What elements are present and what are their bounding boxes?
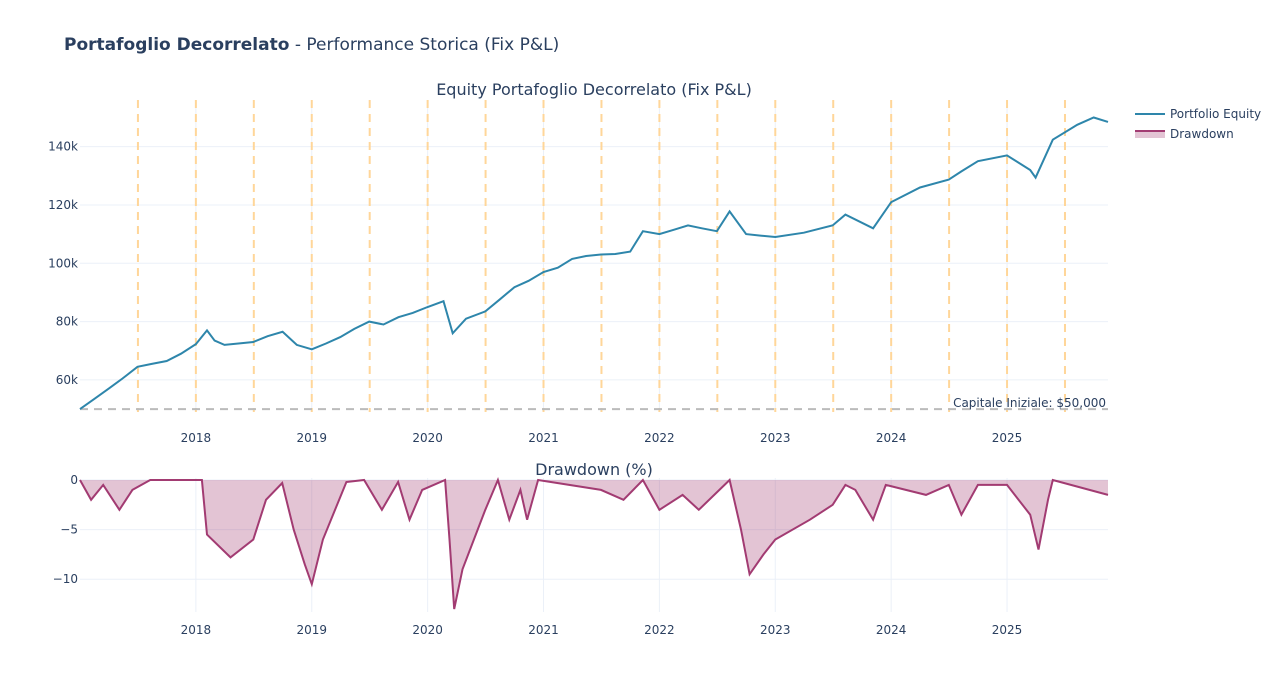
drawdown-subplot-title: Drawdown (%): [535, 460, 653, 479]
x-tick-label: 2023: [760, 623, 791, 637]
y-tick-label: 120k: [48, 198, 78, 212]
x-tick-label: 2025: [992, 431, 1023, 445]
x-tick-label: 2021: [528, 623, 559, 637]
y-tick-label: −5: [60, 523, 78, 537]
x-tick-label: 2024: [876, 623, 907, 637]
x-tick-label: 2022: [644, 431, 675, 445]
y-tick-label: 100k: [48, 256, 78, 270]
x-tick-label: 2020: [412, 431, 443, 445]
x-tick-label: 2022: [644, 623, 675, 637]
drawdown-plot: −10 −5 0 2018 2019 2020 2021 2022 2023 2024 2025: [53, 473, 1109, 637]
legend-item-equity[interactable]: Portfolio Equity: [1135, 107, 1261, 121]
x-tick-label: 2020: [412, 623, 443, 637]
legend: Portfolio Equity Drawdown: [1135, 107, 1261, 141]
equity-plot: 60k 80k 100k 120k 140k 2018 2019 2020 2021 2022 20…: [48, 100, 1109, 445]
x-tick-label: 2023: [760, 431, 791, 445]
x-tick-label: 2021: [528, 431, 559, 445]
figure-title: Portafoglio Decorrelato - Performance St…: [64, 35, 559, 55]
svg-text:Drawdown: Drawdown: [1170, 127, 1234, 141]
initial-capital-annotation: Capitale Iniziale: $50,000: [953, 396, 1106, 410]
drawdown-area: [80, 479, 1108, 609]
x-tick-label: 2025: [992, 623, 1023, 637]
equity-subplot-title: Equity Portafoglio Decorrelato (Fix P&L): [436, 80, 752, 99]
y-tick-label: 0: [70, 473, 78, 487]
x-tick-label: 2019: [296, 623, 327, 637]
y-tick-label: 140k: [48, 140, 78, 154]
y-tick-label: 60k: [56, 373, 78, 387]
y-tick-label: −10: [53, 572, 78, 586]
drawdown-line: [79, 477, 1109, 610]
svg-text:Portfolio Equity: Portfolio Equity: [1170, 107, 1261, 121]
equity-line: [79, 116, 1109, 410]
y-tick-label: 80k: [56, 315, 78, 329]
x-tick-label: 2018: [181, 431, 212, 445]
x-tick-label: 2024: [876, 431, 907, 445]
x-tick-label: 2018: [181, 623, 212, 637]
x-tick-label: 2019: [296, 431, 327, 445]
legend-item-drawdown[interactable]: Drawdown: [1135, 127, 1234, 141]
